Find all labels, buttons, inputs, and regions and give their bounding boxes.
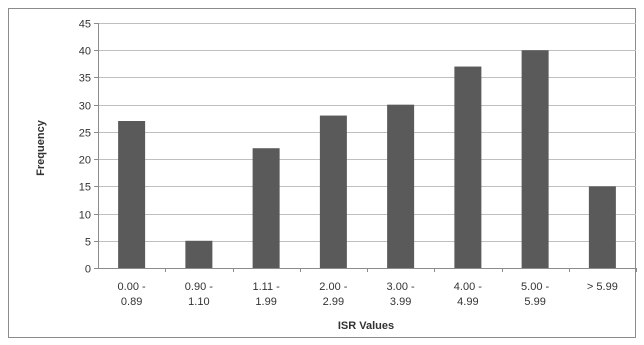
x-tick-label: 0.00 - <box>118 281 146 293</box>
x-tick-labels: 0.00 - 0.89 0.90 - 1.10 1.11 - 1.99 2.00 - 2.99… <box>118 281 618 308</box>
y-tick-label: 20 <box>79 155 91 167</box>
y-tick-labels: 0 5 10 15 20 25 30 35 40 45 <box>79 19 91 276</box>
x-tick-label: 1.10 <box>188 296 209 308</box>
x-tick-label: 0.90 - <box>185 281 213 293</box>
y-tick-label: 35 <box>79 73 91 85</box>
x-tick-label: 5.00 - <box>521 281 549 293</box>
bar <box>521 50 549 268</box>
x-tick-label: 2.99 <box>323 296 344 308</box>
x-tick-label: 4.99 <box>457 296 478 308</box>
bar <box>588 186 616 268</box>
y-tick-label: 25 <box>79 128 91 140</box>
bar <box>252 148 280 268</box>
y-tick-label: 15 <box>79 182 91 194</box>
axes <box>94 23 637 272</box>
x-tick-label: 2.00 - <box>319 281 347 293</box>
y-tick-label: 0 <box>85 264 91 276</box>
x-tick-label: 5.99 <box>524 296 545 308</box>
y-tick-label: 10 <box>79 210 91 222</box>
bar <box>387 104 415 269</box>
y-tick-label: 45 <box>79 19 91 31</box>
x-tick-label: 1.99 <box>255 296 276 308</box>
x-tick-label: 4.00 - <box>454 281 482 293</box>
bar <box>185 240 213 268</box>
x-tick-label: 3.00 - <box>387 281 415 293</box>
bars <box>118 50 616 269</box>
x-tick-label: 3.99 <box>390 296 411 308</box>
x-tick-label: > 5.99 <box>587 281 618 293</box>
bar <box>454 66 482 268</box>
bar <box>319 115 347 268</box>
x-tick-label: 1.11 - <box>252 281 280 293</box>
y-tick-label: 30 <box>79 101 91 113</box>
x-axis-title: ISR Values <box>338 320 394 332</box>
y-axis-title: Frequency <box>35 119 47 176</box>
gridlines <box>98 23 636 242</box>
x-tick-label: 0.89 <box>121 296 142 308</box>
y-tick-label: 40 <box>79 46 91 58</box>
bar <box>118 121 146 268</box>
y-tick-label: 5 <box>85 237 91 249</box>
